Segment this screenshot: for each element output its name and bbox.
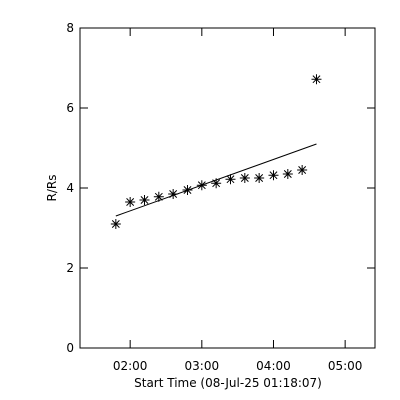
asterisk-marker — [168, 189, 179, 199]
asterisk-marker — [268, 170, 279, 181]
asterisk-marker — [225, 174, 236, 185]
x-tick-label: 03:00 — [185, 359, 220, 373]
asterisk-marker — [239, 173, 250, 183]
asterisk-marker — [125, 197, 136, 207]
y-tick-label: 0 — [66, 341, 74, 355]
x-tick-label: 02:00 — [113, 359, 148, 373]
y-tick-label: 8 — [66, 21, 74, 35]
x-axis-label: Start Time (08-Jul-25 01:18:07) — [134, 376, 322, 390]
asterisk-marker — [297, 165, 308, 175]
asterisk-marker — [139, 195, 150, 205]
asterisk-marker — [282, 169, 293, 179]
x-tick-label: 04:00 — [256, 359, 291, 373]
asterisk-marker — [153, 191, 164, 202]
fit-line — [115, 143, 317, 217]
asterisk-marker — [211, 178, 222, 189]
y-tick-label: 2 — [66, 261, 74, 275]
x-tick-label: 05:00 — [328, 359, 363, 373]
y-axis-label: R/Rs — [45, 175, 59, 202]
y-tick-label: 4 — [66, 181, 74, 195]
asterisk-marker — [311, 74, 322, 85]
y-tick-label: 6 — [66, 101, 74, 115]
asterisk-marker — [110, 219, 121, 229]
asterisk-marker — [254, 173, 265, 183]
